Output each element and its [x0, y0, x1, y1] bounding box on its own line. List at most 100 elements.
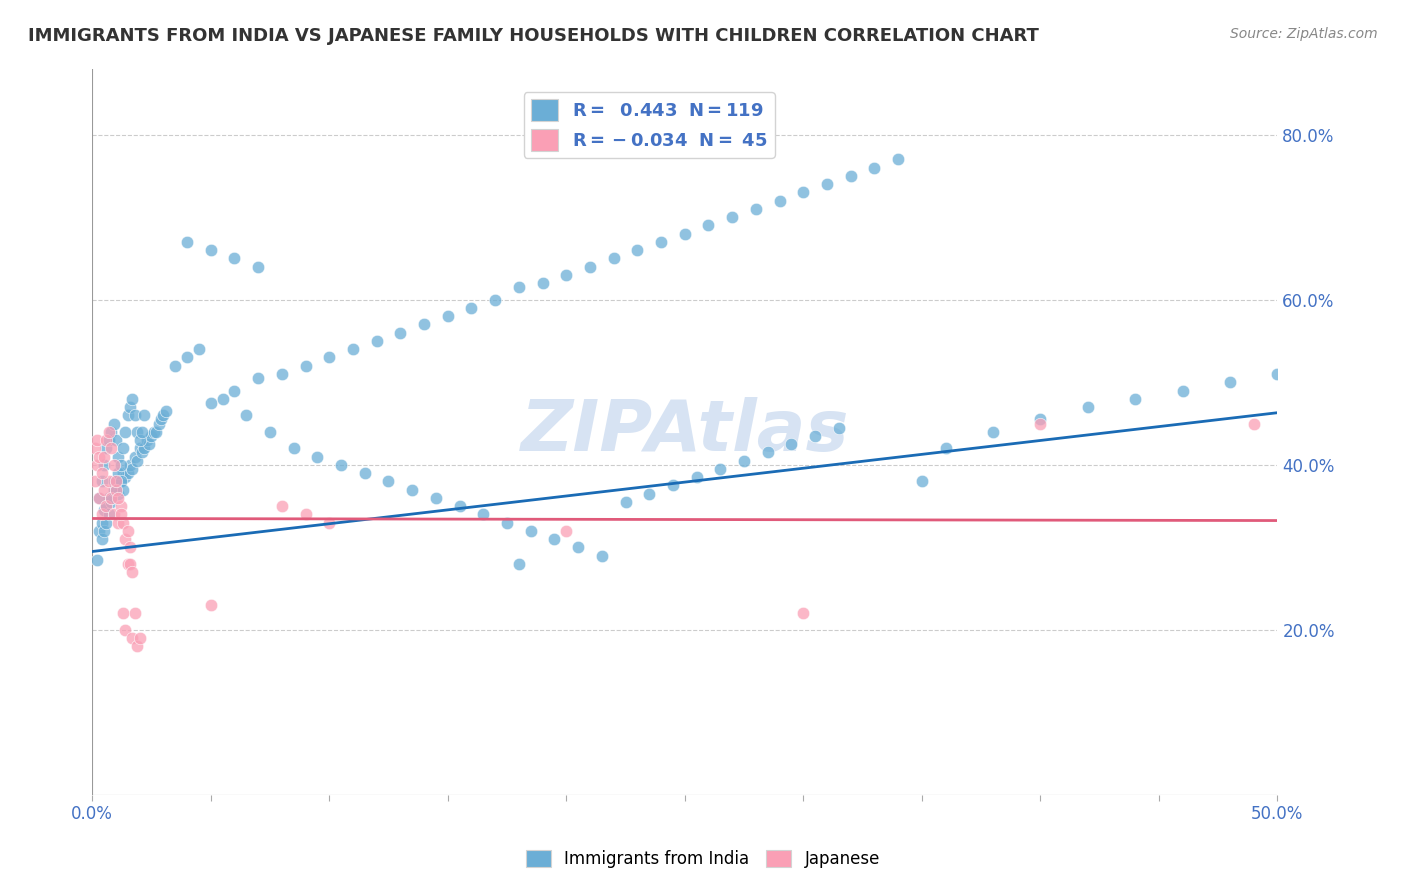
Point — [121, 392, 143, 406]
Point — [93, 450, 115, 464]
Point — [100, 495, 122, 509]
Legend: $\mathbf{R =\ \ 0.443\ \ N = 119}$, $\mathbf{R = -0.034\ \ N = \ 45}$: $\mathbf{R =\ \ 0.443\ \ N = 119}$, $\ma… — [523, 92, 775, 158]
Point — [124, 409, 146, 423]
Point — [103, 483, 125, 497]
Point — [294, 359, 316, 373]
Point — [127, 640, 149, 654]
Legend: Immigrants from India, Japanese: Immigrants from India, Japanese — [519, 843, 887, 875]
Point — [97, 433, 120, 447]
Point — [141, 429, 163, 443]
Point — [176, 351, 198, 365]
Text: IMMIGRANTS FROM INDIA VS JAPANESE FAMILY HOUSEHOLDS WITH CHILDREN CORRELATION CH: IMMIGRANTS FROM INDIA VS JAPANESE FAMILY… — [28, 27, 1039, 45]
Point — [114, 532, 136, 546]
Point — [887, 153, 910, 167]
Point — [389, 326, 412, 340]
Point — [721, 210, 744, 224]
Point — [815, 177, 838, 191]
Point — [114, 470, 136, 484]
Point — [111, 466, 134, 480]
Point — [543, 532, 565, 546]
Point — [1029, 417, 1052, 431]
Point — [650, 235, 672, 249]
Point — [152, 409, 174, 423]
Point — [107, 491, 129, 505]
Point — [768, 194, 790, 208]
Point — [756, 445, 779, 459]
Point — [709, 462, 731, 476]
Point — [283, 442, 305, 456]
Point — [110, 475, 132, 489]
Point — [673, 227, 696, 241]
Point — [697, 219, 720, 233]
Point — [496, 516, 519, 530]
Point — [104, 433, 127, 447]
Point — [117, 409, 139, 423]
Point — [135, 433, 157, 447]
Point — [134, 442, 156, 456]
Point — [96, 433, 118, 447]
Point — [104, 475, 127, 489]
Point — [86, 458, 108, 472]
Point — [134, 409, 156, 423]
Point — [104, 475, 127, 489]
Point — [104, 483, 127, 497]
Point — [1243, 417, 1265, 431]
Point — [124, 450, 146, 464]
Point — [90, 475, 112, 489]
Point — [1219, 376, 1241, 390]
Point — [449, 499, 471, 513]
Point — [792, 186, 814, 200]
Point — [110, 475, 132, 489]
Point — [142, 425, 165, 439]
Point — [638, 486, 661, 500]
Point — [508, 280, 530, 294]
Point — [114, 623, 136, 637]
Point — [425, 491, 447, 505]
Point — [626, 243, 648, 257]
Point — [89, 524, 111, 538]
Point — [911, 475, 934, 489]
Point — [117, 466, 139, 480]
Point — [436, 309, 458, 323]
Point — [555, 524, 578, 538]
Point — [110, 458, 132, 472]
Point — [839, 169, 862, 183]
Point — [83, 442, 105, 456]
Point — [247, 371, 270, 385]
Point — [103, 417, 125, 431]
Point — [1029, 412, 1052, 426]
Point — [531, 276, 554, 290]
Point — [120, 541, 142, 555]
Point — [89, 450, 111, 464]
Point — [121, 631, 143, 645]
Point — [318, 516, 340, 530]
Point — [165, 359, 187, 373]
Point — [259, 425, 281, 439]
Point — [733, 453, 755, 467]
Point — [1123, 392, 1146, 406]
Point — [1171, 384, 1194, 398]
Point — [780, 437, 803, 451]
Point — [200, 396, 222, 410]
Point — [307, 450, 329, 464]
Point — [981, 425, 1004, 439]
Point — [224, 384, 246, 398]
Point — [318, 351, 340, 365]
Point — [86, 553, 108, 567]
Point — [96, 442, 118, 456]
Point — [93, 503, 115, 517]
Point — [117, 524, 139, 538]
Point — [401, 483, 423, 497]
Point — [120, 458, 142, 472]
Point — [745, 202, 768, 216]
Point — [200, 243, 222, 257]
Point — [96, 516, 118, 530]
Point — [97, 425, 120, 439]
Point — [224, 252, 246, 266]
Point — [155, 404, 177, 418]
Point — [1077, 400, 1099, 414]
Text: Source: ZipAtlas.com: Source: ZipAtlas.com — [1230, 27, 1378, 41]
Point — [519, 524, 541, 538]
Point — [107, 450, 129, 464]
Point — [96, 499, 118, 513]
